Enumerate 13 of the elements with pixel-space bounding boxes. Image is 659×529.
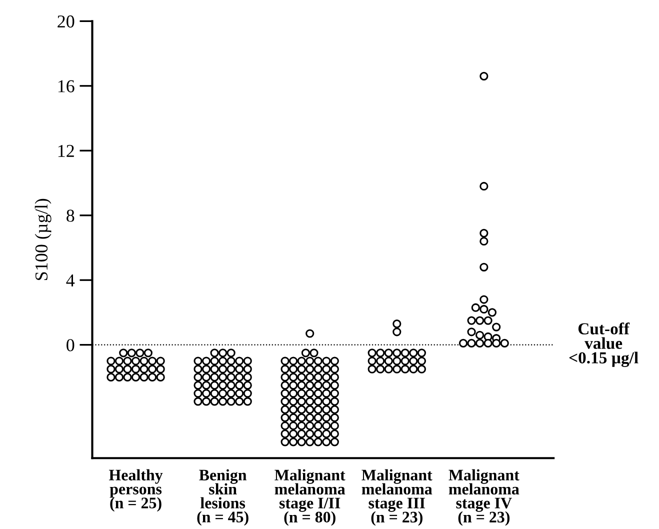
x-tick-label: Healthy persons (n = 25)	[108, 469, 163, 512]
y-tick-label: 20	[58, 15, 74, 28]
y-tick-label: 4	[66, 274, 75, 286]
x-tick-label: Malignant melanoma stage IV (n = 23)	[448, 469, 520, 526]
x-tick-label: Malignant melanoma stage I/II (n = 80)	[274, 469, 346, 526]
y-tick-label: 0	[66, 339, 74, 352]
y-tick-label: 8	[66, 210, 74, 222]
x-tick-label: Benign skin lesions (n = 45)	[197, 469, 248, 526]
y-tick-label: 12	[58, 144, 74, 157]
y-tick-label: 16	[58, 80, 74, 92]
y-axis-title: S100 (µg/l)	[34, 198, 52, 280]
x-tick-label: Malignant melanoma stage III (n = 23)	[362, 469, 432, 526]
ref-line-label: Cut-off value <0.15 µg/l	[569, 322, 638, 367]
